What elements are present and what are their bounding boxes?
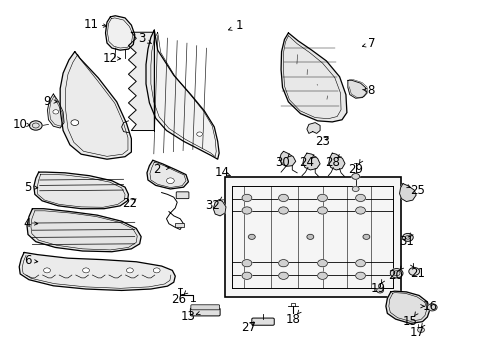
Text: 1: 1 [235, 19, 243, 32]
Text: 12: 12 [102, 51, 118, 64]
Text: 31: 31 [398, 235, 413, 248]
Polygon shape [303, 153, 320, 170]
Circle shape [248, 234, 255, 239]
Circle shape [278, 194, 288, 202]
Text: 29: 29 [347, 163, 363, 176]
Circle shape [355, 207, 365, 214]
Text: 5: 5 [24, 181, 31, 194]
Circle shape [153, 268, 160, 273]
Circle shape [389, 269, 402, 278]
Text: 19: 19 [370, 282, 386, 295]
Text: 21: 21 [409, 267, 424, 280]
Text: 8: 8 [367, 84, 374, 97]
Text: 4: 4 [24, 216, 31, 230]
Text: 18: 18 [285, 312, 300, 326]
Text: 6: 6 [24, 254, 31, 267]
Polygon shape [27, 209, 141, 252]
Polygon shape [34, 172, 128, 209]
Polygon shape [399, 184, 415, 202]
Text: 20: 20 [387, 269, 402, 282]
Polygon shape [279, 151, 295, 166]
Text: 26: 26 [171, 293, 186, 306]
Circle shape [242, 207, 251, 214]
Polygon shape [47, 94, 64, 128]
Text: 7: 7 [367, 37, 374, 50]
Circle shape [355, 272, 365, 279]
Circle shape [53, 110, 59, 114]
Polygon shape [128, 32, 154, 131]
Circle shape [351, 174, 359, 179]
Text: 24: 24 [299, 156, 314, 169]
Circle shape [317, 260, 327, 267]
Circle shape [376, 288, 383, 293]
Circle shape [196, 132, 202, 136]
Text: 32: 32 [205, 199, 220, 212]
Polygon shape [60, 51, 131, 159]
Circle shape [242, 194, 251, 202]
Polygon shape [281, 33, 346, 122]
Polygon shape [347, 80, 366, 98]
Text: 15: 15 [402, 315, 417, 328]
Polygon shape [306, 123, 320, 134]
Polygon shape [19, 252, 175, 291]
Circle shape [29, 121, 42, 130]
Text: 3: 3 [138, 32, 145, 45]
Text: 11: 11 [83, 18, 98, 31]
Circle shape [242, 272, 251, 279]
Circle shape [242, 260, 251, 267]
Circle shape [402, 233, 412, 241]
Text: 13: 13 [181, 310, 196, 324]
Polygon shape [147, 160, 188, 189]
Text: 17: 17 [409, 326, 424, 339]
Circle shape [317, 272, 327, 279]
Polygon shape [146, 30, 219, 159]
Circle shape [427, 304, 436, 311]
Circle shape [317, 194, 327, 202]
Bar [175, 223, 183, 227]
Circle shape [166, 178, 174, 184]
Text: 14: 14 [215, 166, 229, 179]
Circle shape [355, 260, 365, 267]
Polygon shape [105, 16, 135, 50]
Circle shape [82, 268, 89, 273]
Text: 30: 30 [275, 156, 289, 169]
Circle shape [126, 268, 133, 273]
Text: 28: 28 [324, 156, 339, 169]
Circle shape [306, 234, 313, 239]
Circle shape [71, 120, 79, 126]
Text: 10: 10 [13, 118, 28, 131]
Text: 22: 22 [122, 197, 137, 210]
FancyBboxPatch shape [190, 305, 219, 310]
Text: 25: 25 [409, 184, 424, 197]
Circle shape [43, 268, 50, 273]
Text: 27: 27 [241, 320, 255, 333]
Bar [224, 177, 400, 297]
Circle shape [278, 260, 288, 267]
Polygon shape [385, 291, 429, 323]
Circle shape [317, 207, 327, 214]
FancyBboxPatch shape [176, 192, 188, 199]
Polygon shape [213, 200, 225, 216]
Circle shape [351, 186, 358, 192]
Circle shape [362, 234, 369, 239]
FancyBboxPatch shape [251, 318, 274, 325]
Text: 2: 2 [153, 163, 160, 176]
Circle shape [355, 194, 365, 202]
Circle shape [408, 267, 419, 275]
Circle shape [278, 207, 288, 214]
Polygon shape [328, 153, 344, 170]
FancyBboxPatch shape [190, 308, 220, 316]
Text: 16: 16 [422, 300, 436, 313]
Text: 9: 9 [43, 95, 51, 108]
Circle shape [417, 327, 424, 332]
Text: 23: 23 [314, 135, 329, 148]
Circle shape [278, 272, 288, 279]
